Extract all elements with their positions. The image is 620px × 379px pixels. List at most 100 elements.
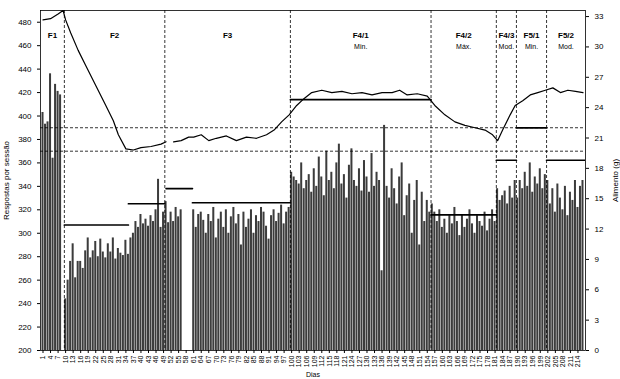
svg-text:Mod.: Mod. [558, 43, 574, 50]
svg-text:16: 16 [77, 355, 84, 363]
svg-text:28: 28 [107, 355, 114, 363]
svg-text:124: 124 [348, 355, 355, 367]
svg-text:145: 145 [401, 355, 408, 367]
svg-text:220: 220 [18, 323, 32, 332]
svg-text:178: 178 [484, 355, 491, 367]
svg-text:21: 21 [595, 134, 604, 143]
svg-text:79: 79 [235, 355, 242, 363]
svg-text:136: 136 [378, 355, 385, 367]
svg-text:181: 181 [491, 355, 498, 367]
svg-text:Respostas por sessão: Respostas por sessão [2, 140, 11, 220]
svg-text:320: 320 [18, 205, 32, 214]
svg-text:118: 118 [333, 355, 340, 366]
svg-text:46: 46 [152, 355, 159, 363]
svg-text:154: 154 [424, 355, 431, 367]
svg-text:F4/3: F4/3 [498, 31, 515, 40]
svg-text:88: 88 [258, 355, 265, 363]
svg-text:127: 127 [356, 355, 363, 367]
svg-text:190: 190 [514, 355, 521, 367]
svg-text:0: 0 [595, 346, 600, 355]
svg-text:82: 82 [243, 355, 250, 363]
svg-text:360: 360 [18, 158, 32, 167]
svg-text:196: 196 [529, 355, 536, 367]
svg-text:260: 260 [18, 276, 32, 285]
svg-text:400: 400 [18, 112, 32, 121]
svg-text:Máx.: Máx. [456, 43, 471, 50]
svg-text:Dias: Dias [306, 371, 321, 378]
svg-text:9: 9 [595, 255, 600, 264]
svg-text:97: 97 [280, 355, 287, 363]
svg-text:37: 37 [130, 355, 137, 363]
svg-text:F3: F3 [223, 31, 233, 40]
svg-text:163: 163 [446, 355, 453, 367]
svg-text:7: 7 [54, 355, 61, 359]
svg-text:100: 100 [288, 355, 295, 367]
svg-text:151: 151 [416, 355, 423, 367]
svg-text:420: 420 [18, 88, 32, 97]
svg-text:172: 172 [469, 355, 476, 367]
svg-text:340: 340 [18, 182, 32, 191]
svg-text:64: 64 [197, 355, 204, 363]
svg-text:27: 27 [595, 73, 604, 82]
svg-text:F5/2: F5/2 [558, 31, 575, 40]
svg-text:240: 240 [18, 299, 32, 308]
svg-text:30: 30 [595, 42, 604, 51]
svg-text:18: 18 [595, 164, 604, 173]
svg-text:52: 52 [167, 355, 174, 363]
svg-text:166: 166 [454, 355, 461, 367]
svg-text:Mod.: Mod. [499, 43, 515, 50]
svg-text:106: 106 [303, 355, 310, 367]
svg-text:61: 61 [190, 355, 197, 363]
svg-text:3: 3 [595, 316, 600, 325]
svg-text:160: 160 [439, 355, 446, 367]
svg-text:58: 58 [182, 355, 189, 363]
svg-text:480: 480 [18, 18, 32, 27]
svg-text:15: 15 [595, 194, 604, 203]
svg-text:91: 91 [265, 355, 272, 363]
svg-text:202: 202 [544, 355, 551, 367]
svg-text:121: 121 [341, 355, 348, 367]
svg-text:205: 205 [552, 355, 559, 367]
svg-text:380: 380 [18, 135, 32, 144]
svg-text:40: 40 [137, 355, 144, 363]
svg-text:440: 440 [18, 65, 32, 74]
svg-text:142: 142 [393, 355, 400, 367]
svg-text:22: 22 [92, 355, 99, 363]
svg-text:187: 187 [506, 355, 513, 367]
svg-text:73: 73 [220, 355, 227, 363]
svg-text:13: 13 [69, 355, 76, 363]
svg-text:280: 280 [18, 252, 32, 261]
svg-text:115: 115 [326, 355, 333, 366]
svg-text:169: 169 [461, 355, 468, 367]
svg-text:6: 6 [595, 285, 600, 294]
svg-text:F4/1: F4/1 [353, 31, 370, 40]
svg-text:460: 460 [18, 41, 32, 50]
svg-text:70: 70 [213, 355, 220, 363]
svg-text:49: 49 [160, 355, 167, 363]
svg-text:76: 76 [228, 355, 235, 363]
svg-text:F2: F2 [110, 31, 120, 40]
svg-text:175: 175 [476, 355, 483, 367]
svg-text:211: 211 [567, 355, 574, 366]
svg-text:43: 43 [145, 355, 152, 363]
svg-text:300: 300 [18, 229, 32, 238]
svg-text:94: 94 [273, 355, 280, 363]
svg-text:208: 208 [559, 355, 566, 367]
svg-text:157: 157 [431, 355, 438, 367]
svg-text:55: 55 [175, 355, 182, 363]
svg-text:133: 133 [371, 355, 378, 367]
svg-text:F4/2: F4/2 [456, 31, 473, 40]
svg-text:4: 4 [47, 355, 54, 359]
svg-text:214: 214 [574, 355, 581, 367]
svg-text:139: 139 [386, 355, 393, 367]
svg-text:Alimento (g): Alimento (g) [611, 159, 620, 202]
svg-text:F5/1: F5/1 [523, 31, 540, 40]
svg-text:193: 193 [521, 355, 528, 367]
svg-text:112: 112 [318, 355, 325, 366]
svg-text:25: 25 [100, 355, 107, 363]
svg-text:184: 184 [499, 355, 506, 367]
svg-text:1: 1 [39, 355, 46, 359]
svg-text:67: 67 [205, 355, 212, 363]
svg-text:85: 85 [250, 355, 257, 363]
svg-text:200: 200 [18, 346, 32, 355]
